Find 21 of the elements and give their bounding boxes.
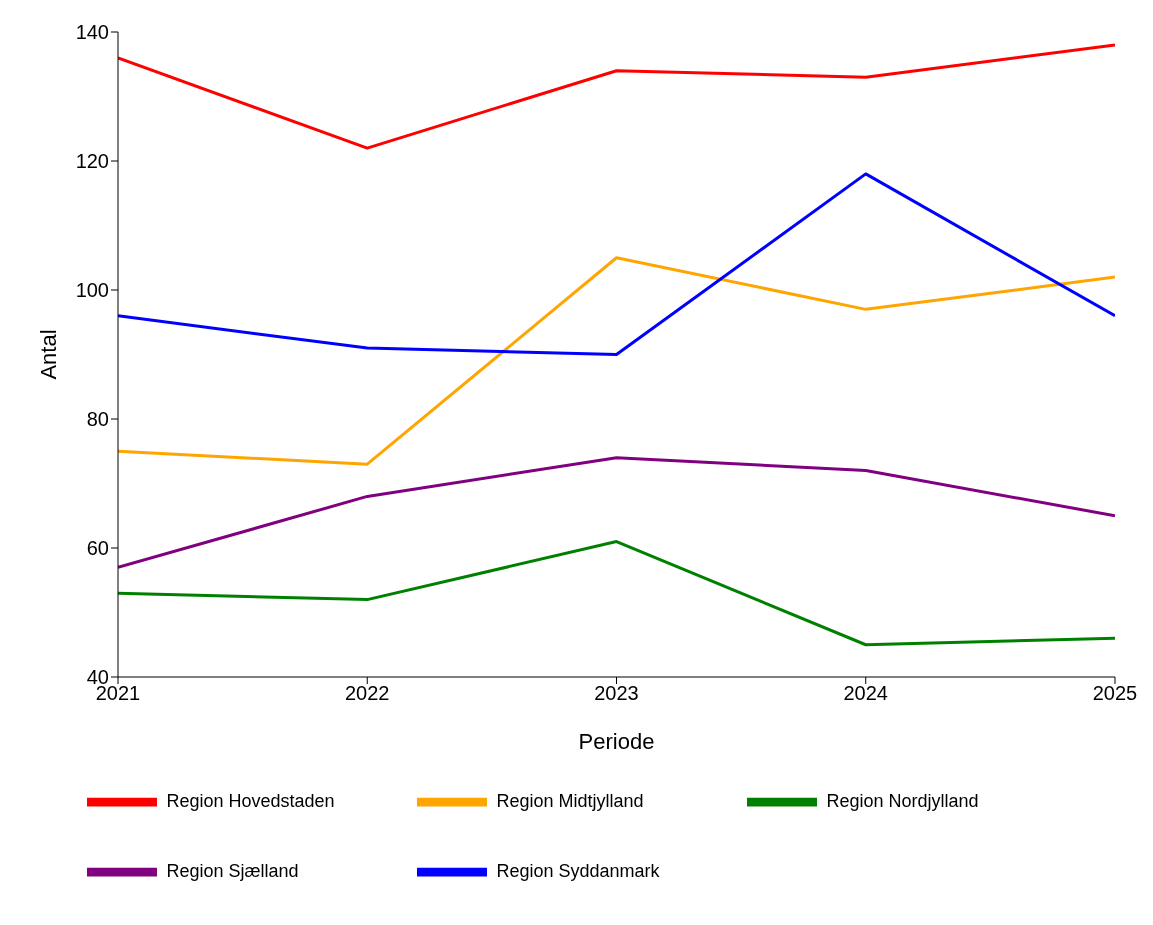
legend-label: Region Midtjylland	[496, 790, 644, 811]
x-tick-label: 2023	[594, 682, 639, 705]
y-tick-label: 140	[75, 21, 109, 44]
legend-label: Region Sjælland	[166, 860, 299, 881]
line-series	[118, 172, 1115, 356]
y-tick-label: 80	[86, 408, 109, 431]
x-tick-label: 2024	[843, 682, 888, 705]
y-tick-label: 60	[86, 537, 109, 560]
x-tick-label: 2022	[345, 682, 390, 705]
line-series	[118, 456, 1115, 569]
y-tick-label: 100	[75, 279, 109, 302]
legend-label: Region Syddanmark	[496, 860, 660, 881]
y-axis-title: Antal	[35, 329, 61, 380]
legend-label: Region Nordjylland	[826, 790, 979, 811]
x-tick-label: 2025	[1092, 682, 1138, 705]
legend-label: Region Hovedstaden	[166, 790, 335, 811]
x-axis-title: Periode	[578, 729, 655, 754]
line-series	[118, 43, 1115, 150]
line-series	[118, 256, 1115, 466]
line-series	[118, 540, 1115, 647]
y-tick-label: 120	[75, 150, 109, 173]
